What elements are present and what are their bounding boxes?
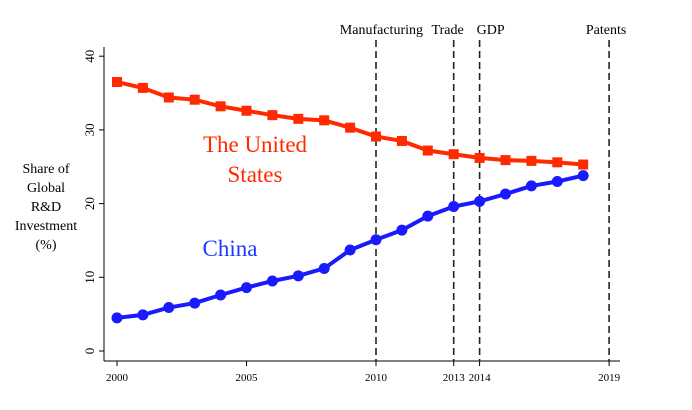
- data-point: [371, 131, 381, 142]
- event-label: Patents: [586, 23, 626, 38]
- data-point: [163, 302, 175, 314]
- data-point: [267, 110, 278, 121]
- data-point: [137, 309, 149, 321]
- series-label-line: States: [227, 162, 283, 187]
- series-label-us: The United States: [190, 130, 320, 190]
- data-point: [163, 92, 174, 103]
- data-point: [318, 262, 330, 274]
- data-point: [448, 201, 460, 213]
- data-point: [422, 210, 434, 222]
- data-point: [422, 145, 433, 156]
- series-china: [111, 170, 589, 324]
- x-tick-label: 2010: [365, 372, 388, 384]
- y-axis-label-line: Share of: [22, 162, 70, 177]
- data-point: [293, 113, 304, 124]
- event-label: GDP: [477, 23, 505, 38]
- y-axis-label-line: R&D: [30, 200, 62, 215]
- data-point: [500, 155, 511, 166]
- x-tick-label: 2000: [106, 372, 129, 384]
- data-point: [111, 312, 123, 324]
- event-label: Manufacturing: [340, 23, 423, 38]
- data-point: [189, 297, 201, 309]
- x-tick-label: 2014: [469, 372, 492, 384]
- data-point: [474, 152, 485, 163]
- x-tick-label: 2019: [598, 372, 621, 384]
- y-tick-label: 10: [82, 271, 97, 284]
- data-point: [551, 175, 563, 187]
- data-point: [526, 155, 537, 166]
- data-point: [241, 282, 252, 294]
- data-point: [578, 159, 589, 170]
- data-point: [345, 122, 356, 133]
- data-point: [215, 101, 226, 112]
- series-label-china: China: [202, 236, 258, 261]
- data-point: [189, 94, 200, 105]
- data-point: [292, 270, 304, 282]
- data-point: [112, 76, 122, 87]
- data-point: [319, 115, 330, 126]
- x-tick-label: 2013: [443, 372, 466, 384]
- series-label-line: The United: [202, 132, 308, 157]
- data-point: [474, 195, 486, 207]
- data-point: [577, 170, 589, 182]
- y-axis-label-line: Investment: [14, 219, 78, 234]
- y-tick-label: 30: [82, 123, 97, 136]
- series-us: [112, 76, 589, 170]
- data-point: [266, 275, 278, 287]
- y-axis-label-line: (%): [35, 238, 57, 253]
- y-axis-label: Share of Global R&D Investment (%): [6, 160, 86, 255]
- data-point: [552, 157, 563, 168]
- y-tick-label: 40: [82, 50, 97, 63]
- data-point: [137, 82, 148, 93]
- data-point: [396, 224, 408, 236]
- data-point: [241, 105, 252, 116]
- data-point: [396, 135, 407, 146]
- data-point: [344, 244, 356, 256]
- x-tick-label: 2005: [236, 372, 259, 384]
- y-axis-label-line: Global: [26, 181, 66, 196]
- data-point: [215, 289, 227, 301]
- y-tick-label: 20: [82, 197, 97, 210]
- data-point: [500, 188, 511, 200]
- data-point: [370, 234, 382, 246]
- data-point: [525, 180, 537, 192]
- event-label: Trade: [432, 23, 464, 38]
- y-tick-label: 0: [82, 348, 97, 355]
- data-point: [448, 149, 459, 160]
